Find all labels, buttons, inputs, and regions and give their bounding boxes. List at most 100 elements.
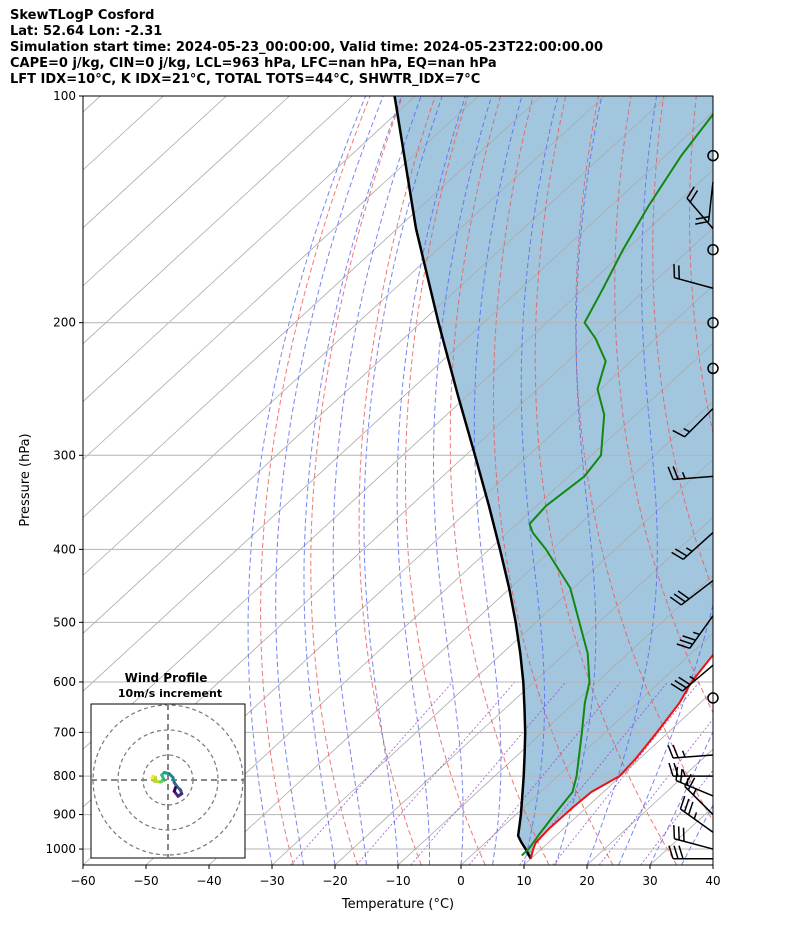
calm-wind-circle <box>707 243 719 256</box>
wind-barb-feather <box>678 845 684 859</box>
wind-barb-feather <box>683 798 690 813</box>
wind-barb <box>673 264 714 289</box>
dewpoint-line <box>521 112 713 857</box>
mixing-ratio-line <box>290 681 453 865</box>
y-axis-label: Pressure (hPa) <box>18 433 33 526</box>
isotherm-line <box>83 96 353 345</box>
x-tick-label: −30 <box>259 874 284 888</box>
moist-adiabat-line <box>396 96 466 865</box>
wind-barb <box>673 825 714 850</box>
dry-adiabat-line <box>493 96 614 865</box>
dry-adiabat-line <box>534 96 678 865</box>
wind-barb-feather <box>679 795 686 810</box>
wind-barb-shaft <box>707 181 714 222</box>
x-tick-label: −40 <box>196 874 221 888</box>
isotherm-line <box>83 111 713 692</box>
y-tick-label: 100 <box>53 89 76 103</box>
wind-barb-feather <box>682 635 696 641</box>
calm-wind-circle <box>707 692 719 704</box>
x-tick-label: 20 <box>579 874 594 888</box>
wind-barb-shaft <box>689 615 714 649</box>
wind-barb-feather <box>668 762 674 777</box>
wind-barb-half-feather <box>693 812 698 820</box>
isotherm-line <box>83 96 101 113</box>
simulation-times: Simulation start time: 2024-05-23_00:00:… <box>10 40 603 55</box>
mixing-ratio-line <box>552 681 700 865</box>
wind-barb-shaft <box>686 197 714 230</box>
dry-adiabat-line <box>405 96 486 865</box>
y-tick-label: 300 <box>53 448 76 462</box>
moist-adiabat-line <box>473 96 523 865</box>
wind-barb-shaft <box>675 779 714 797</box>
wind-barb-feather <box>674 679 687 689</box>
station-title: SkewTLogP Cosford <box>10 8 155 23</box>
wind-barb <box>668 762 713 777</box>
wind-barb-half-feather <box>681 471 686 479</box>
wind-barb-feather <box>686 186 695 199</box>
profile-lines <box>393 96 713 860</box>
isotherm-line <box>460 632 713 865</box>
moist-adiabat-line <box>433 96 493 865</box>
parcel-profile-line <box>393 96 532 860</box>
hodograph-content <box>91 704 245 858</box>
moist-adiabat-line <box>275 96 384 865</box>
moist-adiabat-line <box>649 730 713 865</box>
wind-barb-shaft <box>682 532 714 560</box>
isotherm-line <box>83 96 416 403</box>
wind-barb-feather <box>674 548 688 557</box>
isotherm-line <box>271 458 713 865</box>
y-tick-label: 500 <box>53 615 76 629</box>
wind-barb <box>667 744 714 759</box>
isotherm-line <box>776 96 794 865</box>
isotherm-line <box>83 96 668 634</box>
wind-barb-feather <box>682 827 685 842</box>
wind-barb-feather <box>671 551 684 561</box>
wind-barb-feather <box>695 220 709 225</box>
wind-barb <box>695 181 714 225</box>
wind-barb-feather <box>687 777 696 791</box>
x-tick-label: 10 <box>516 874 531 888</box>
x-tick-label: −60 <box>70 874 95 888</box>
wind-barb-shaft <box>684 785 714 816</box>
dry-adiabat-line <box>725 96 794 865</box>
stability-indices-1: CAPE=0 j/kg, CIN=0 j/kg, LCL=963 hPa, LF… <box>10 56 497 71</box>
y-tick-label: 700 <box>53 725 76 739</box>
isotherm-line <box>83 96 542 518</box>
moist-adiabat-line <box>555 96 603 865</box>
mixing-ratio-line <box>519 681 669 865</box>
dry-adiabat-line <box>358 96 436 865</box>
wind-barb-feather <box>677 590 690 600</box>
wind-barb <box>670 664 714 692</box>
isotherm-line <box>523 690 713 865</box>
wind-barb-feather <box>695 215 710 220</box>
wind-barb-half-feather <box>681 750 686 758</box>
wind-barb-shaft <box>674 838 714 850</box>
calm-wind-circle <box>707 316 719 329</box>
wind-barb-shaft <box>673 475 714 481</box>
wind-barb-feather <box>670 683 683 692</box>
cape-fill-layer <box>394 96 713 859</box>
wind-barb-shaft <box>680 579 714 606</box>
wind-barb-shaft <box>681 664 714 692</box>
dry-adiabat-line <box>652 96 713 592</box>
dry-adiabat-line <box>449 96 550 865</box>
wind-barbs <box>667 149 719 860</box>
wind-barb-half-feather <box>682 769 686 777</box>
isotherm-line <box>712 864 713 865</box>
moist-adiabat-line <box>332 96 422 865</box>
x-tick-label: 30 <box>642 874 657 888</box>
calm-wind-circle <box>707 149 719 162</box>
wind-barb-feather <box>689 190 699 203</box>
wind-barb-feather <box>672 466 679 480</box>
y-tick-label: 900 <box>53 808 76 822</box>
wind-barb-feather <box>673 845 679 859</box>
isotherm-line <box>397 574 713 865</box>
moist-adiabat-line <box>712 863 713 865</box>
wind-barb-feather <box>677 826 680 841</box>
dry-adiabat-line <box>689 96 713 435</box>
station-location: Lat: 52.64 Lon: -2.31 <box>10 24 163 39</box>
x-tick-label: −50 <box>133 874 158 888</box>
hodograph-subtitle: 10m/s increment <box>118 687 222 700</box>
